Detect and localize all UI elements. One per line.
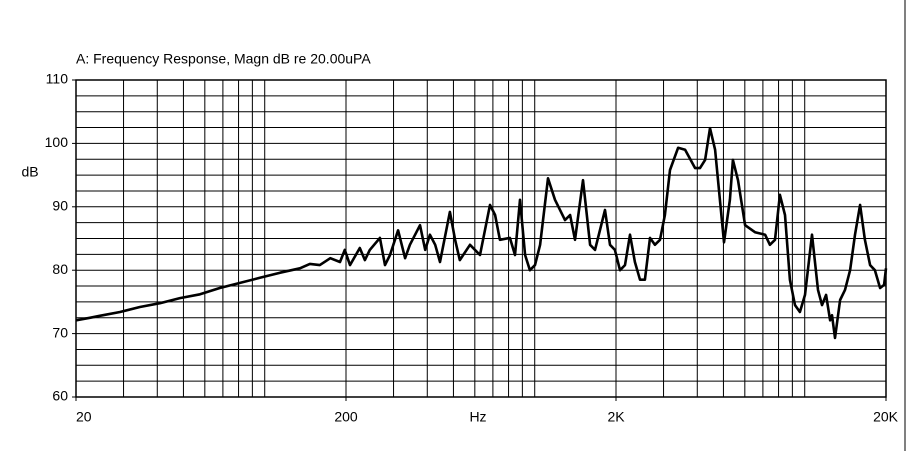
y-tick-label: 100 bbox=[45, 134, 69, 150]
y-tick-label: 60 bbox=[52, 388, 68, 404]
y-tick-label: 70 bbox=[52, 324, 68, 340]
chart-title: A: Frequency Response, Magn dB re 20.00u… bbox=[76, 51, 371, 67]
y-axis-label: dB bbox=[21, 164, 38, 180]
x-tick-label: 200 bbox=[334, 409, 358, 425]
y-tick-label: 110 bbox=[46, 71, 69, 87]
response-line bbox=[75, 126, 888, 340]
x-tick-label: 2K bbox=[607, 409, 625, 425]
y-tick-label: 80 bbox=[52, 261, 68, 277]
x-tick-label: 20K bbox=[873, 409, 899, 425]
x-tick-label: 20 bbox=[76, 409, 92, 425]
plot-frame bbox=[75, 79, 887, 398]
y-tick-label: 90 bbox=[52, 198, 68, 214]
x-axis-label: Hz bbox=[469, 409, 486, 425]
